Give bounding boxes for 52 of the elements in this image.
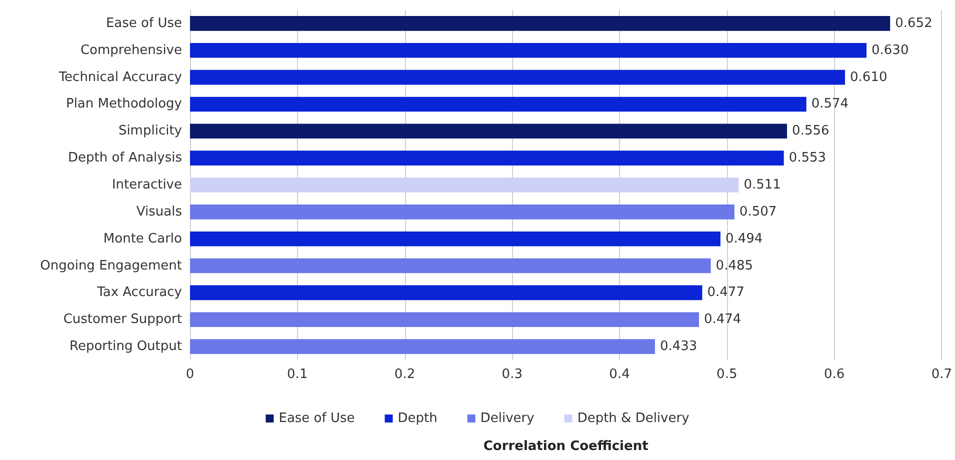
data-label: 0.511 — [744, 178, 781, 192]
x-tick-label: 0.3 — [502, 367, 522, 382]
y-tick-label: Simplicity — [118, 124, 182, 139]
y-tick-label: Monte Carlo — [103, 231, 182, 246]
bar — [190, 285, 702, 300]
x-tick-label: 0.6 — [824, 367, 845, 382]
data-label: 0.433 — [660, 339, 698, 354]
bar — [190, 178, 739, 192]
bar — [190, 231, 720, 246]
legend-label: Ease of Use — [278, 411, 355, 426]
x-tick-label: 0 — [186, 367, 194, 382]
data-label: 0.652 — [895, 16, 932, 31]
legend-label: Depth & Delivery — [577, 411, 690, 426]
y-tick-label: Customer Support — [63, 312, 182, 328]
data-label: 0.485 — [716, 258, 754, 274]
x-tick-label: 0.1 — [287, 367, 308, 382]
y-tick-label: Tax Accuracy — [96, 285, 182, 300]
bar — [190, 204, 734, 220]
data-label: 0.630 — [871, 42, 909, 58]
bar — [190, 150, 784, 166]
data-label: 0.553 — [788, 150, 826, 166]
bar — [190, 70, 846, 85]
y-tick-label: Visuals — [136, 204, 182, 220]
x-tick-label: 0.5 — [716, 367, 738, 382]
bar — [190, 124, 788, 139]
bar — [190, 258, 711, 274]
y-tick-label: Comprehensive — [80, 42, 182, 58]
data-label: 0.610 — [850, 70, 888, 85]
data-label: 0.574 — [811, 96, 849, 112]
bar — [190, 42, 866, 58]
y-tick-label: Interactive — [112, 178, 182, 192]
x-tick-label: 0.7 — [931, 367, 952, 382]
bar — [190, 339, 655, 354]
data-label: 0.477 — [707, 285, 744, 300]
x-tick-label: 0.2 — [394, 367, 416, 382]
x-tick-label: 0.4 — [609, 367, 630, 382]
legend-label: Depth — [398, 411, 438, 426]
y-tick-label: Reporting Output — [70, 339, 182, 354]
data-label: 0.494 — [725, 231, 763, 246]
y-tick-label: Ongoing Engagement — [40, 258, 182, 274]
x-axis-title: Correlation Coefficient — [483, 439, 648, 454]
y-tick-label: Ease of Use — [106, 16, 182, 31]
bar — [190, 96, 806, 112]
data-label: 0.507 — [739, 204, 777, 220]
y-tick-label: Plan Methodology — [66, 96, 182, 112]
y-tick-label: Depth of Analysis — [68, 150, 182, 166]
data-label: 0.556 — [792, 124, 830, 139]
data-label: 0.474 — [704, 312, 742, 328]
y-tick-label: Technical Accuracy — [58, 70, 182, 85]
bar — [190, 16, 890, 31]
legend-label: Delivery — [480, 411, 535, 426]
bar — [190, 312, 699, 328]
